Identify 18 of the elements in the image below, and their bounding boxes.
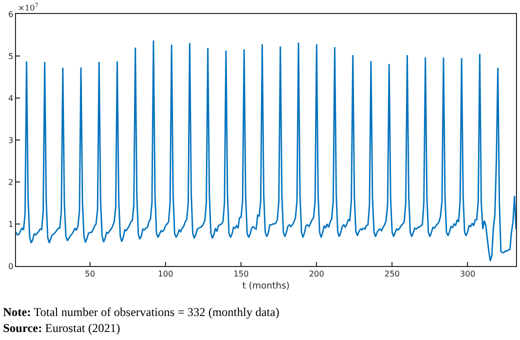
x-tick-label: 200 [308,270,324,279]
y-tick-label: 3 [8,136,14,145]
x-tick-label: 50 [84,270,96,279]
y-tick-label: 4 [8,94,14,103]
x-tick-label: 300 [460,270,476,279]
text: Note: Total number of observations = 332 (monthly data) [3,305,280,319]
y-tick-label: 1 [8,220,14,229]
x-tick-label: 150 [233,270,249,279]
text: ×10$^{7}$ [18,2,39,12]
x-tick-label: 250 [384,270,400,279]
x-tick-label: 100 [158,270,174,279]
source-note: Source: Eurostat (2021) [3,321,120,335]
x-axis-title: t (months) [242,281,290,292]
y-tick-label: 0 [8,262,14,271]
y-tick-label: 2 [8,178,14,187]
y-tick-label: 5 [8,52,14,61]
line-series [16,40,516,262]
y-tick-label: 6 [8,10,14,19]
